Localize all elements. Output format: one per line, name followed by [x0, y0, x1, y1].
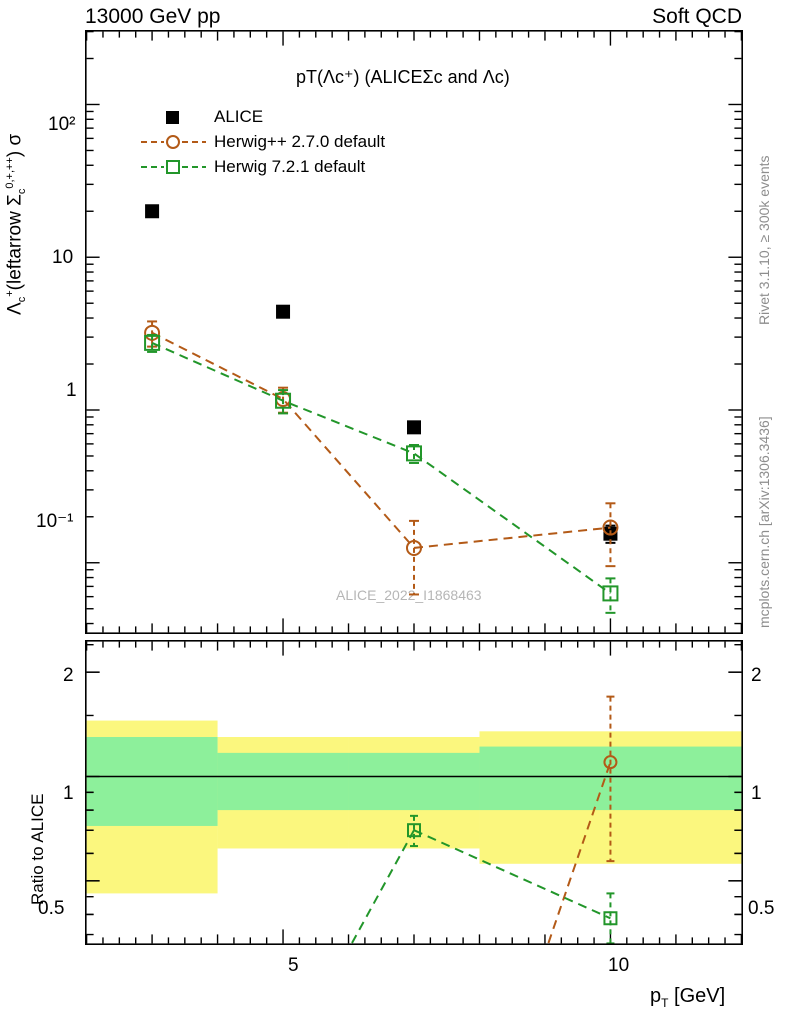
- ratio-ytick-label-1-left: 1: [63, 783, 74, 804]
- xtick-label-10: 10: [608, 955, 630, 976]
- legend-label-alice: ALICE: [214, 107, 264, 126]
- ratio-uncertainty-bands: [86, 720, 742, 894]
- side-note-rivet-text: Rivet 3.1.10, ≥ 300k events: [756, 155, 772, 325]
- side-note-mcplots-text: mcplots.cern.ch [arXiv:1306.3436]: [756, 416, 772, 628]
- xaxis-label-p: p: [650, 985, 662, 1007]
- side-note-rivet-wrap: Rivet 3.1.10, ≥ 300k events: [752, 40, 774, 330]
- analysis-id-watermark: ALICE_2022_I1868463: [336, 587, 482, 603]
- ratio-ytick-label-1-right: 1: [751, 783, 762, 804]
- legend-marker-open-square: [140, 155, 208, 179]
- ratio-ytick-label-2-left: 2: [63, 665, 74, 686]
- header-right-analysis-group: Soft QCD: [652, 5, 742, 28]
- ratio-yaxis-label: Ratio to ALICE: [24, 690, 50, 920]
- ratio-ytick-label-0p5-left: 0.5: [38, 898, 65, 919]
- xaxis-label-sub-T: T: [661, 996, 669, 1010]
- ylabel-mid: (leftarrow Σ: [4, 194, 26, 291]
- main-ytick-label-1: 1: [66, 380, 77, 401]
- main-ytick-label-0p1: 10⁻¹: [36, 511, 74, 532]
- header-left-beam-info: 13000 GeV pp: [85, 5, 221, 28]
- ratio-plot-area: [85, 640, 743, 945]
- ratio-ytick-label-2-right: 2: [751, 665, 762, 686]
- ylabel-lambda: Λ: [4, 302, 26, 315]
- ylabel-sub-c: c: [16, 296, 29, 303]
- ylabel-sup-plus: +: [4, 290, 16, 297]
- xaxis-label-unit: [GeV]: [668, 985, 726, 1007]
- main-data-series: [144, 204, 619, 614]
- xtick-label-5: 5: [288, 955, 299, 976]
- legend-marker-open-circle: [140, 130, 208, 154]
- xaxis-label: pT [GeV]: [650, 985, 725, 1010]
- main-axis-ticks: [85, 30, 743, 633]
- main-ytick-label-100: 10²: [48, 114, 76, 135]
- legend-label-herwigpp: Herwig++ 2.7.0 default: [214, 132, 386, 151]
- ratio-ytick-label-0p5-right: 0.5: [748, 898, 775, 919]
- ratio-axis-ticks: [85, 641, 743, 944]
- ratio-data-series: [351, 695, 618, 945]
- side-note-mcplots-wrap: mcplots.cern.ch [arXiv:1306.3436]: [752, 370, 774, 635]
- ratio-yaxis-label-text: Ratio to ALICE: [28, 793, 47, 905]
- ylabel-post: ) σ: [4, 133, 26, 158]
- legend-label-herwig7: Herwig 7.2.1 default: [214, 157, 366, 176]
- main-panel-frame: [85, 30, 743, 634]
- main-yaxis-label: Λc+(leftarrow Σc0,+,++) σ: [0, 25, 28, 315]
- ylabel-sub-c2: c: [16, 188, 29, 195]
- ratio-panel-frame: [85, 640, 743, 945]
- ylabel-sup-charges: 0,+,++: [4, 157, 16, 189]
- main-plot-area: [85, 30, 743, 634]
- main-ytick-label-10: 10: [52, 247, 74, 268]
- legend-marker-filled-square: [140, 105, 208, 129]
- main-plot-title: pT(Λc⁺) (ALICEΣc and Λc): [296, 67, 510, 87]
